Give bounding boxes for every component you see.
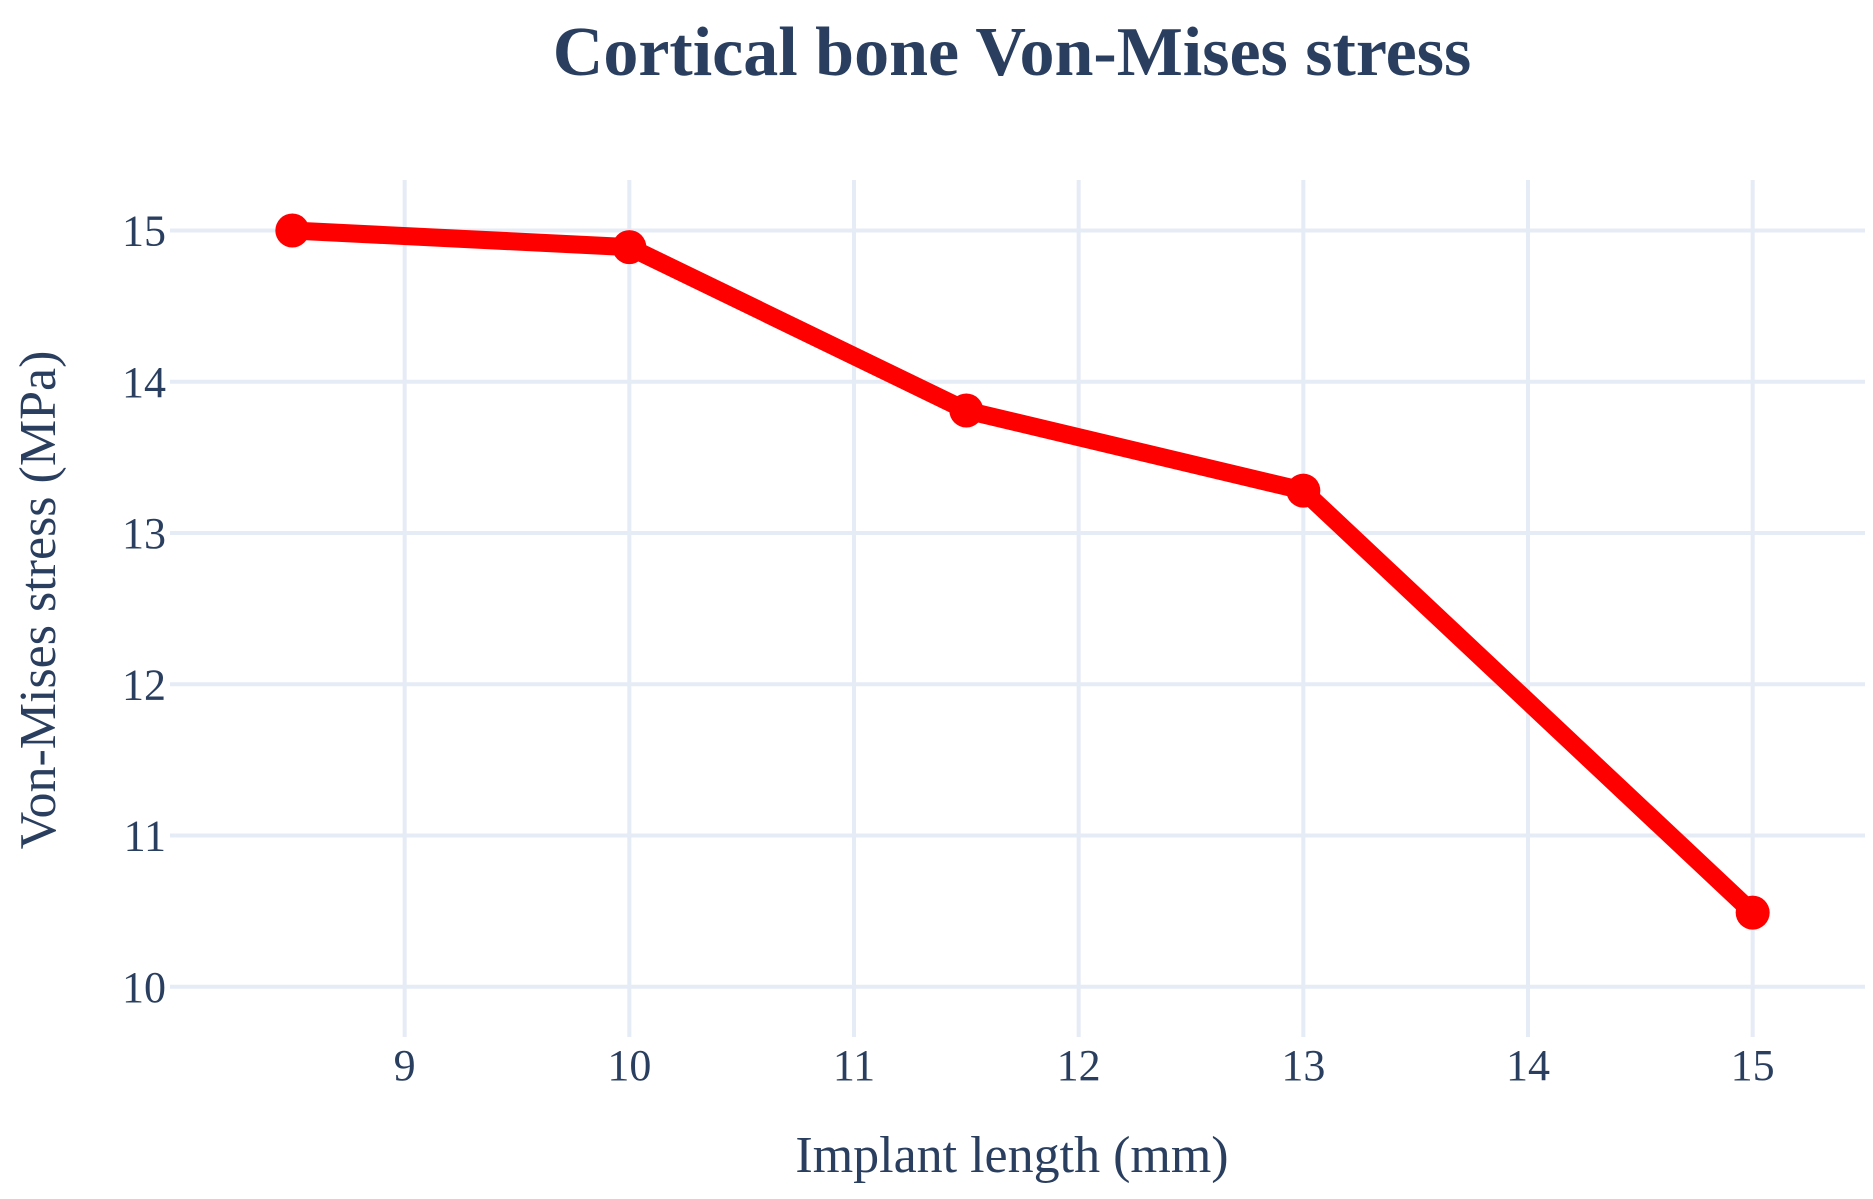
- data-point[interactable]: [612, 230, 647, 265]
- x-tick-label: 11: [833, 1041, 875, 1090]
- x-tick-labels: 9 10 11 12 13 14 15: [394, 1041, 1775, 1090]
- y-axis-title: Von-Mises stress (MPa): [10, 351, 67, 850]
- data-point[interactable]: [949, 393, 984, 428]
- x-tick-label: 12: [1057, 1041, 1101, 1090]
- x-gridlines: [402, 180, 1755, 1037]
- x-tick-label: 14: [1506, 1041, 1550, 1090]
- y-tick-label: 11: [124, 812, 166, 861]
- y-tick-label: 14: [122, 358, 166, 407]
- series-layer: [275, 213, 1770, 930]
- x-tick-label: 15: [1731, 1041, 1775, 1090]
- data-point[interactable]: [1735, 895, 1770, 930]
- x-tick-label: 13: [1281, 1041, 1325, 1090]
- y-tick-label: 12: [122, 660, 166, 709]
- x-tick-label: 10: [607, 1041, 651, 1090]
- y-tick-label: 13: [122, 509, 166, 558]
- y-tick-label: 15: [122, 207, 166, 256]
- y-tick-label: 10: [122, 963, 166, 1012]
- x-axis-title: Implant length (mm): [795, 1127, 1228, 1184]
- data-point[interactable]: [1286, 473, 1321, 508]
- y-tick-labels: 10 11 12 13 14 15: [122, 207, 166, 1012]
- x-tick-label: 9: [394, 1041, 416, 1090]
- data-point[interactable]: [275, 213, 310, 248]
- chart-title: Cortical bone Von-Mises stress: [553, 14, 1471, 91]
